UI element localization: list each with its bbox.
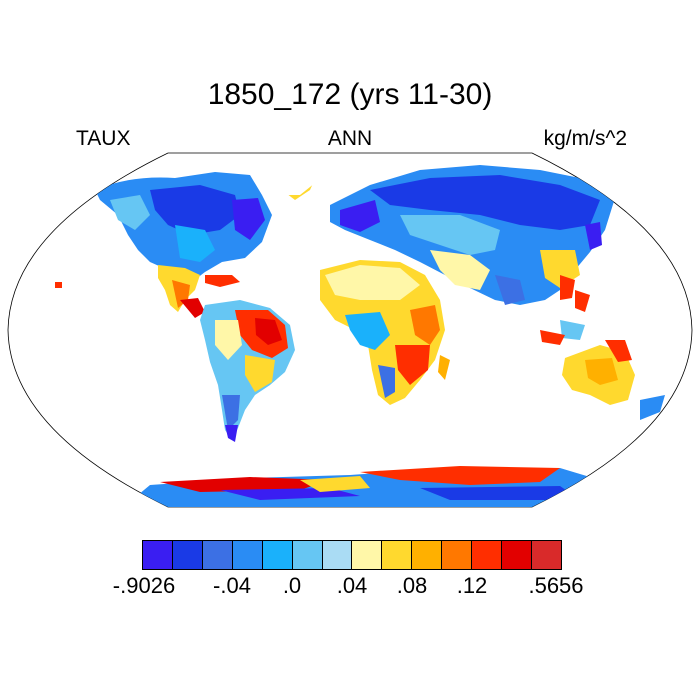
colorbar-swatch (143, 541, 173, 569)
australia (55, 282, 665, 420)
colorbar-tick-label: .0 (282, 573, 302, 598)
colorbar-swatch (322, 541, 353, 569)
colorbar-tick-label: .12 (456, 573, 488, 598)
colorbar-swatch (412, 541, 443, 569)
antarctica (120, 466, 600, 507)
north-america (95, 165, 318, 285)
colorbar-swatch (202, 541, 233, 569)
season-label: ANN (327, 127, 373, 150)
variable-label: TAUX (76, 127, 131, 150)
colorbar-tick-label: -.9026 (112, 573, 176, 598)
colorbar-tick-label: .5656 (528, 573, 584, 598)
colorbar-swatch (262, 541, 293, 569)
colorbar-swatch (382, 541, 413, 569)
africa (320, 260, 450, 405)
colorbar-swatch (531, 541, 561, 569)
colorbar-swatch (472, 541, 503, 569)
colorbar (142, 540, 562, 570)
colorbar-swatch (232, 541, 263, 569)
colorbar-swatch (292, 541, 323, 569)
colorbar-swatch (172, 541, 203, 569)
colorbar-tick-label: .04 (336, 573, 368, 598)
south-america (200, 300, 295, 442)
colorbar-swatch (442, 541, 473, 569)
colorbar-tick-label: .08 (396, 573, 428, 598)
greenland (255, 158, 325, 195)
plot-title: 1850_172 (yrs 11-30) (207, 78, 493, 111)
colorbar-swatch (502, 541, 532, 569)
colorbar-swatch (352, 541, 383, 569)
colorbar-tick-label: -.04 (213, 573, 251, 598)
units-label: kg/m/s^2 (543, 127, 627, 150)
central-america (158, 265, 240, 318)
eurasia (330, 165, 615, 305)
